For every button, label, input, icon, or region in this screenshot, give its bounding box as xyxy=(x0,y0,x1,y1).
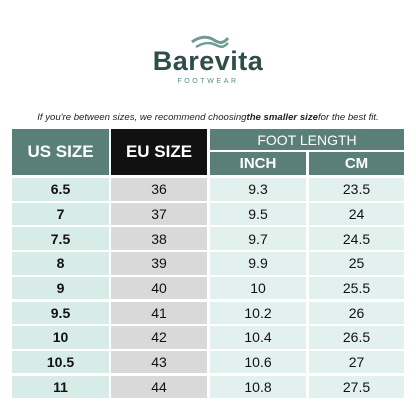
fit-note: If you're between sizes, we recommend ch… xyxy=(0,110,416,124)
inch-cell: 9.7 xyxy=(210,227,306,250)
eu-size-cell: 40 xyxy=(111,276,207,300)
cm-cell: 27 xyxy=(309,350,404,374)
us-size-cell: 6.5 xyxy=(12,178,109,201)
inch-cell: 9.9 xyxy=(210,252,306,275)
eu-size-cell: 36 xyxy=(111,178,207,201)
eu-header: EU SIZE xyxy=(111,129,207,175)
cm-cell: 24.5 xyxy=(309,227,404,250)
cm-cell: 24 xyxy=(309,202,404,226)
us-size-cell: 7.5 xyxy=(12,227,109,250)
us-size-cell: 9.5 xyxy=(12,301,109,324)
brand-name: Barevita xyxy=(152,45,264,76)
cm-cell: 23.5 xyxy=(309,178,404,201)
group-header: FOOT LENGTH xyxy=(210,129,404,150)
eu-size-cell: 44 xyxy=(111,375,207,399)
eu-size-cell: 42 xyxy=(111,326,207,349)
inch-cell: 10.2 xyxy=(210,301,306,324)
us-header: US SIZE xyxy=(12,129,109,175)
inch-cell: 10 xyxy=(210,276,306,300)
inch-cell: 10.6 xyxy=(210,350,306,374)
inch-cell: 10.4 xyxy=(210,326,306,349)
inch-cell: 10.8 xyxy=(210,375,306,399)
eu-size-cell: 39 xyxy=(111,252,207,275)
cm-header: CM xyxy=(309,152,404,175)
eu-size-cell: 41 xyxy=(111,301,207,324)
us-size-cell: 7 xyxy=(12,202,109,226)
eu-size-cell: 43 xyxy=(111,350,207,374)
cm-cell: 25 xyxy=(309,252,404,275)
inch-cell: 9.3 xyxy=(210,178,306,201)
us-size-cell: 10.5 xyxy=(12,350,109,374)
us-size-cell: 10 xyxy=(12,326,109,349)
us-size-cell: 11 xyxy=(12,375,109,399)
cm-cell: 26.5 xyxy=(309,326,404,349)
eu-size-cell: 37 xyxy=(111,202,207,226)
note-bold: the smaller size xyxy=(246,111,318,123)
inch-header: INCH xyxy=(210,152,306,175)
cm-cell: 25.5 xyxy=(309,276,404,300)
cm-cell: 26 xyxy=(309,301,404,324)
inch-cell: 9.5 xyxy=(210,202,306,226)
logo-waves xyxy=(191,35,230,49)
eu-size-cell: 38 xyxy=(111,227,207,250)
cm-cell: 27.5 xyxy=(309,375,404,399)
note-text: for the best fit. xyxy=(317,111,379,123)
brand-tagline: FOOTWEAR xyxy=(177,77,239,85)
us-size-cell: 9 xyxy=(12,276,109,300)
us-size-cell: 8 xyxy=(12,252,109,275)
note-text: If you're between sizes, we recommend ch… xyxy=(37,111,247,123)
